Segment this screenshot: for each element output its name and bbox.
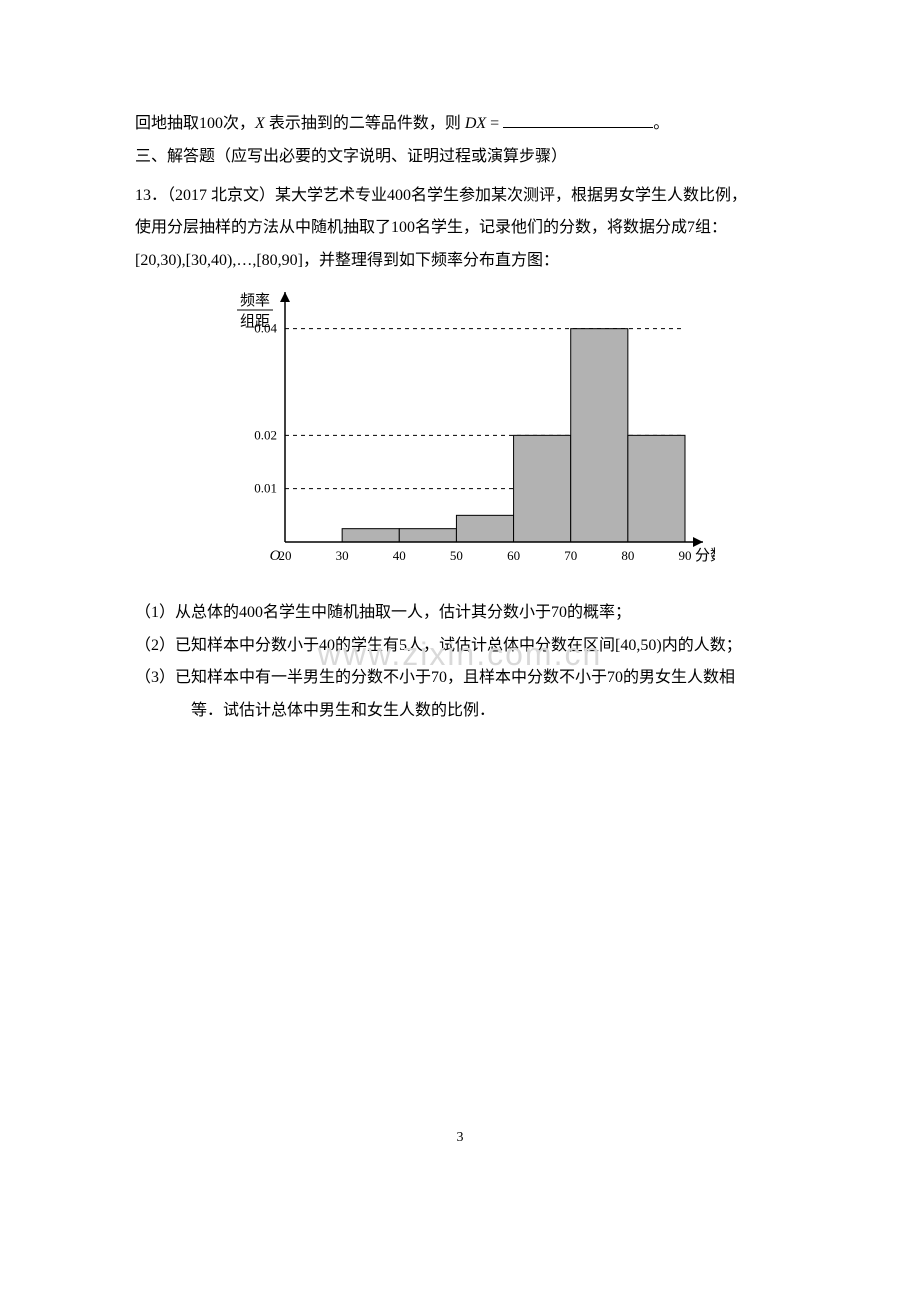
text: 表示抽到的二等品件数，则 — [265, 115, 465, 132]
svg-text:0.01: 0.01 — [254, 481, 277, 496]
var-DX: DX — [465, 115, 486, 132]
page: 回地抽取100次，X 表示抽到的二等品件数，则 DX = 。 三、解答题（应写出… — [0, 0, 920, 1180]
text: （3）已知样本中有一半男生的分数不小于 — [135, 669, 431, 686]
text: 名学生参加某次测评，根据男女学生人数比例， — [411, 187, 747, 204]
text: 人，试估计总体中分数在区间 — [407, 637, 615, 654]
svg-text:70: 70 — [564, 548, 577, 563]
text: （1）从总体的 — [135, 604, 239, 621]
svg-text:组距: 组距 — [240, 313, 270, 330]
text: 内的人数； — [662, 637, 742, 654]
text: 使用分层抽样的方法从中随机抽取了 — [135, 219, 391, 236]
interval: [40,50) — [615, 637, 662, 654]
text: 名学生中随机抽取一人，估计其分数小于 — [263, 604, 551, 621]
svg-text:50: 50 — [450, 548, 463, 563]
svg-text:O: O — [270, 548, 281, 564]
number: 400 — [387, 187, 411, 204]
number: 5 — [399, 637, 407, 654]
text: 。 — [653, 115, 669, 132]
text: 回地抽取 — [135, 115, 199, 132]
q13-line2: 使用分层抽样的方法从中随机抽取了100名学生，记录他们的分数，将数据分成7组： — [135, 214, 785, 243]
page-number: 3 — [0, 1125, 920, 1150]
text: 的概率； — [567, 604, 631, 621]
svg-text:60: 60 — [507, 548, 520, 563]
q13-sub1: （1）从总体的400名学生中随机抽取一人，估计其分数小于70的概率； — [135, 599, 785, 628]
intervals: [20,30),[30,40),…,[80,90] — [135, 252, 303, 269]
number: 400 — [239, 604, 263, 621]
number: 70 — [607, 669, 623, 686]
svg-text:90: 90 — [679, 548, 692, 563]
text: 的学生有 — [335, 637, 399, 654]
text: ，并整理得到如下频率分布直方图： — [303, 252, 559, 269]
fill-blank[interactable] — [503, 111, 653, 128]
var-X: X — [255, 115, 265, 132]
text: 名学生，记录他们的分数，将数据分成 — [415, 219, 687, 236]
q13-sub3-line2: 等．试估计总体中男生和女生人数的比例． — [135, 697, 785, 726]
svg-text:20: 20 — [279, 548, 292, 563]
histogram-chart: 20304050607080900.010.020.04O频率组距分数 — [215, 282, 715, 593]
q13-sub2: （2）已知样本中分数小于40的学生有5人，试估计总体中分数在区间[40,50)内… — [135, 632, 785, 661]
number: 70 — [551, 604, 567, 621]
q13-line1: 13．（2017 北京文）某大学艺术专业400名学生参加某次测评，根据男女学生人… — [135, 182, 785, 211]
svg-text:分数: 分数 — [695, 547, 715, 564]
svg-text:80: 80 — [621, 548, 634, 563]
text: 的男女生人数相 — [623, 669, 735, 686]
svg-text:40: 40 — [393, 548, 406, 563]
q13-line3: [20,30),[30,40),…,[80,90]，并整理得到如下频率分布直方图… — [135, 247, 785, 276]
q13-label: 13．（2017 北京文）某大学艺术专业 — [135, 187, 387, 204]
number: 100 — [391, 219, 415, 236]
section-3-heading: 三、解答题（应写出必要的文字说明、证明过程或演算步骤） — [135, 143, 785, 172]
number: 70 — [431, 669, 447, 686]
svg-text:0.02: 0.02 — [254, 427, 277, 442]
number: 100 — [199, 115, 223, 132]
text: ，且样本中分数不小于 — [447, 669, 607, 686]
svg-text:频率: 频率 — [240, 292, 270, 309]
svg-text:30: 30 — [336, 548, 349, 563]
histogram-svg: 20304050607080900.010.020.04O频率组距分数 — [215, 282, 715, 582]
q13-sub3-line1: （3）已知样本中有一半男生的分数不小于70，且样本中分数不小于70的男女生人数相 — [135, 664, 785, 693]
question-13: 13．（2017 北京文）某大学艺术专业400名学生参加某次测评，根据男女学生人… — [135, 182, 785, 726]
equals: = — [486, 115, 503, 132]
number: 40 — [319, 637, 335, 654]
number: 7 — [687, 219, 695, 236]
q12-continuation: 回地抽取100次，X 表示抽到的二等品件数，则 DX = 。 — [135, 110, 785, 139]
text: 组： — [695, 219, 727, 236]
text: （2）已知样本中分数小于 — [135, 637, 319, 654]
text: 次， — [223, 115, 255, 132]
